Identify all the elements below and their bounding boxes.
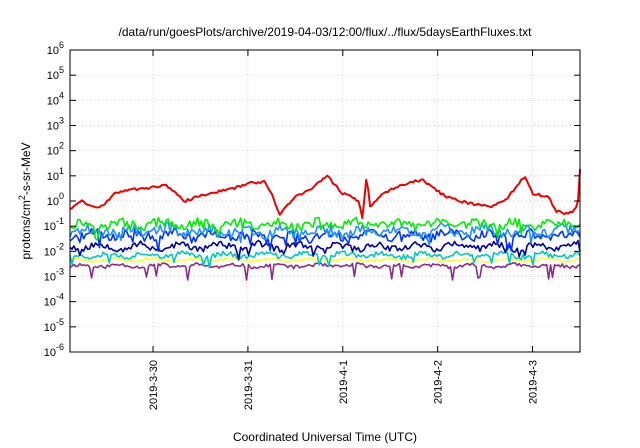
flux-series-line <box>69 262 580 281</box>
series-group <box>69 169 581 281</box>
y-tick-label: 102 <box>47 141 64 158</box>
y-ticks: 10-6 10-5 10-4 10-3 10-2 10-1 100 101 102 103 104 1… <box>44 40 580 359</box>
flux-series-line <box>69 239 581 261</box>
flux-series-line <box>69 256 581 264</box>
flux-series-line <box>69 227 581 252</box>
x-tick-label: 2019-3-30 <box>148 360 160 410</box>
y-axis-label: protons/cm2-s-sr-MeV <box>17 142 33 259</box>
y-tick-label: 100 <box>47 191 64 208</box>
y-tick-label: 10-3 <box>44 267 64 284</box>
flux-series-line <box>69 169 581 219</box>
y-tick-label: 10-4 <box>44 292 64 309</box>
y-tick-label: 106 <box>47 40 64 57</box>
flux-series-line <box>69 250 581 269</box>
flux-series-line <box>69 216 581 241</box>
y-tick-label: 103 <box>47 116 64 133</box>
flux-series-line <box>69 221 581 246</box>
y-tick-label: 10-1 <box>44 216 64 233</box>
y-tick-label: 101 <box>47 166 64 183</box>
x-tick-label: 2019-4-1 <box>338 360 350 404</box>
x-axis-label: Coordinated Universal Time (UTC) <box>233 430 417 444</box>
x-tick-label: 2019-4-3 <box>528 360 540 404</box>
x-tick-label: 2019-4-2 <box>433 360 445 404</box>
chart-title: /data/run/goesPlots/archive/2019-04-03/1… <box>119 25 533 39</box>
x-ticks: 2019-3-30 2019-3-31 2019-4-1 2019-4-2 2019-4… <box>148 50 540 410</box>
y-tick-label: 10-6 <box>44 342 64 359</box>
y-tick-label: 105 <box>47 65 64 82</box>
y-tick-label: 104 <box>47 90 64 107</box>
y-tick-label: 10-2 <box>44 241 64 258</box>
y-tick-label: 10-5 <box>44 317 64 334</box>
x-tick-label: 2019-3-31 <box>243 360 255 410</box>
